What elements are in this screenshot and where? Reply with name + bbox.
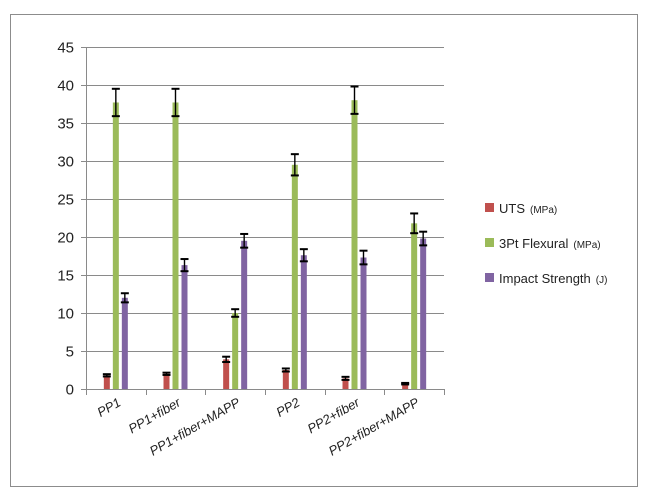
y-tick-label: 10: [57, 306, 74, 323]
legend-swatch: [485, 203, 494, 212]
error-bar: [281, 367, 290, 373]
error-bar: [419, 230, 428, 247]
error-bar: [401, 381, 410, 386]
error-bar: [240, 232, 249, 249]
legend-swatch: [485, 238, 494, 247]
y-tick-label: 5: [66, 344, 74, 361]
axes: [81, 47, 445, 395]
bar-3pt-flexural: [351, 100, 358, 389]
y-tick-label: 0: [66, 382, 74, 399]
bar-impact-strength: [420, 238, 427, 389]
legend-label: 3Pt Flexural: [499, 236, 568, 251]
error-bar: [171, 87, 180, 118]
y-tick-label: 40: [57, 78, 74, 95]
legend-label: UTS: [499, 201, 525, 216]
legend-unit: (MPa): [573, 240, 600, 251]
error-bar: [359, 249, 368, 266]
legend-item: 3Pt Flexural (MPa): [485, 236, 601, 251]
bar-impact-strength: [241, 240, 248, 389]
bar-uts: [163, 373, 170, 389]
error-bar: [111, 87, 120, 118]
error-bar: [231, 308, 240, 318]
y-tick-label: 25: [57, 192, 74, 209]
error-bar: [222, 355, 231, 364]
error-bar: [299, 248, 308, 263]
error-bar: [180, 258, 189, 273]
error-bars: [102, 85, 428, 386]
bar-3pt-flexural: [172, 102, 179, 389]
error-bar: [350, 85, 359, 115]
y-tick-label: 30: [57, 154, 74, 171]
bar-impact-strength: [300, 255, 307, 389]
legend-swatch: [485, 273, 494, 282]
gridlines: [86, 47, 444, 352]
error-bar: [290, 153, 299, 177]
legend-unit: (J): [596, 275, 608, 286]
error-bar: [120, 292, 129, 304]
bar-impact-strength: [181, 265, 188, 389]
bar-impact-strength: [121, 297, 128, 389]
bar-uts: [282, 370, 289, 389]
error-bar: [162, 371, 171, 376]
error-bar: [341, 375, 350, 381]
bar-3pt-flexural: [112, 102, 119, 389]
legend: UTS (MPa) 3Pt Flexural (MPa) Impact Strength…: [485, 201, 607, 286]
bar-uts: [223, 359, 230, 389]
y-tick-label: 15: [57, 268, 74, 285]
bar-3pt-flexural: [232, 313, 239, 389]
bar-3pt-flexural: [411, 223, 418, 389]
legend-item: UTS (MPa): [485, 201, 557, 216]
error-bar: [410, 212, 419, 235]
bar-uts: [342, 378, 349, 389]
error-bar: [102, 373, 111, 378]
bar-3pt-flexural: [291, 164, 298, 389]
y-tick-label: 35: [57, 116, 74, 133]
bar-impact-strength: [360, 257, 367, 389]
bars: [103, 100, 427, 389]
bar-uts: [402, 383, 409, 389]
legend-label: Impact Strength: [499, 271, 591, 286]
bar-uts: [103, 375, 110, 389]
y-tick-label: 20: [57, 230, 74, 247]
legend-unit: (MPa): [530, 205, 557, 216]
y-tick-labels: 0 5 10 15 20 25 30 35 40 45: [57, 40, 74, 399]
y-tick-label: 45: [57, 40, 74, 57]
legend-item: Impact Strength (J): [485, 271, 607, 286]
